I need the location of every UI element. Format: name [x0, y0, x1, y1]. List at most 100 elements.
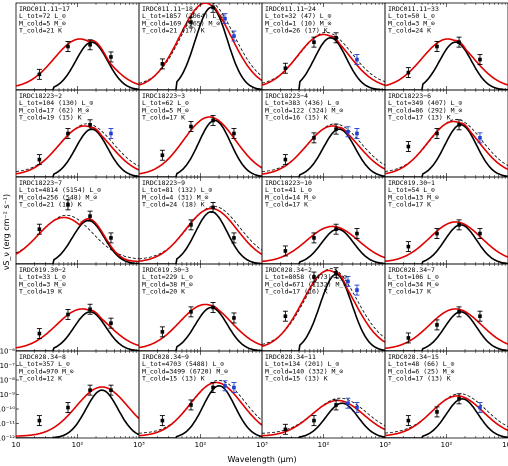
- cold-component-line: [16, 128, 139, 177]
- data-point: [311, 415, 317, 427]
- panel-param: L_tot=81 (132) L_⊙: [142, 186, 213, 194]
- data-point: [87, 39, 93, 51]
- data-point: [188, 219, 194, 231]
- data-point: [65, 41, 71, 52]
- panel-param: T_cold=17 K: [142, 114, 185, 122]
- total-fit-line: [262, 269, 385, 348]
- data-point: [477, 54, 483, 66]
- x-tick-label: 10²: [195, 441, 207, 449]
- sed-panel: IRDC019.30−2L_tot=33 L_⊙M_cold=3 M_⊙T_co…: [15, 263, 140, 352]
- panel-param: L_tot=41 L_⊙: [265, 186, 312, 194]
- data-point: [311, 232, 317, 244]
- panel-source-name: IRDC011.11−18: [142, 5, 193, 13]
- data-point: [333, 267, 339, 279]
- dashed-fit-line: [262, 397, 385, 434]
- panel-source-name: IRDC011.11−17: [19, 5, 70, 13]
- data-point: [333, 223, 339, 235]
- total-fit-line: [139, 381, 262, 437]
- panel-param: M_cold=970 M_⊙: [19, 367, 74, 375]
- y-tick-label: 10⁻⁶: [0, 348, 15, 356]
- panel-param: T_cold=15 (13) K: [265, 375, 328, 383]
- total-fit-line: [262, 125, 385, 175]
- data-point: [231, 232, 237, 244]
- panel-param: T_cold=12 K: [19, 375, 62, 383]
- panel-param: M_cold=140 (332) M_⊙: [265, 367, 343, 375]
- total-fit-line: [385, 38, 508, 87]
- panel-param: L_tot=50 L_⊙: [388, 12, 435, 20]
- data-point: [282, 423, 288, 435]
- cold-component-line: [139, 306, 262, 351]
- sed-panel: IRDC18223−3L_tot=62 L_⊙M_cold=5 M_⊙T_col…: [138, 89, 263, 178]
- data-point: [36, 223, 42, 235]
- blue-data-point: [345, 397, 351, 409]
- panel-param: T_cold=17 (13) K: [388, 114, 451, 122]
- data-point: [231, 312, 237, 324]
- panel-param: T_cold=20 K: [142, 288, 185, 296]
- dashed-fit-line: [385, 119, 508, 172]
- total-fit-line: [16, 216, 139, 263]
- panel-param: L_tot=106 L_⊙: [388, 273, 439, 281]
- panel-param: T_cold=19 (15) K: [19, 114, 82, 122]
- sed-panel: IRDC18223−7L_tot=4814 (5154) L_⊙M_cold=2…: [15, 176, 140, 265]
- dashed-fit-line: [16, 214, 139, 260]
- panel-source-name: IRDC028.34−7: [388, 266, 435, 274]
- total-fit-line: [16, 125, 139, 175]
- panel-param: M_cold=34 M_⊙: [388, 280, 439, 288]
- panel-param: T_cold=15 (13) K: [142, 375, 205, 383]
- sed-panel: IRDC019.30−3L_tot=229 L_⊙M_cold=38 M_⊙T_…: [138, 263, 263, 352]
- data-point: [282, 310, 288, 322]
- data-point: [65, 199, 71, 211]
- sed-panel: IRDC028.34−2L_tot=8058 (8473) L_⊙M_cold=…: [261, 263, 386, 352]
- data-point: [159, 326, 165, 338]
- data-point: [434, 406, 440, 418]
- panel-param: T_cold=21 (18) K: [19, 201, 82, 209]
- data-point: [434, 319, 440, 331]
- cold-component-line: [262, 402, 385, 438]
- sed-panel: IRDC011.11−24L_tot=32 (47) L_⊙M_cold=1 (…: [261, 2, 386, 91]
- data-point: [405, 67, 411, 79]
- panel-grid: IRDC011.11−17L_tot=72 L_⊙M_cold=5 M_⊙T_c…: [15, 2, 508, 439]
- panel-param: T_cold=17 K: [388, 201, 431, 209]
- panel-param: M_cold=38 M_⊙: [142, 280, 193, 288]
- panel-param: T_cold=24 (18) K: [142, 201, 205, 209]
- panel-source-name: IRDC011.11−33: [388, 5, 439, 13]
- cold-component-line: [16, 311, 139, 351]
- panel-source-name: IRDC028.34−8: [19, 353, 66, 361]
- cold-component-line: [139, 211, 262, 264]
- panel-param: T_cold=16 (15) K: [265, 114, 328, 122]
- panel-source-name: IRDC18223−7: [19, 179, 62, 187]
- panel-source-name: IRDC019.30−1: [388, 179, 435, 187]
- x-tick-label: 10²: [441, 441, 453, 449]
- panel-source-name: IRDC028.34−2: [265, 266, 312, 274]
- data-point: [210, 3, 216, 13]
- data-point: [405, 141, 411, 153]
- sed-panel: IRDC028.34−11L_tot=134 (201) L_⊙M_cold=1…: [261, 350, 386, 439]
- cold-component-line: [262, 36, 385, 90]
- panel-param: M_cold=14 M_⊙: [265, 193, 316, 201]
- panel-param: T_cold=17 (16) K: [265, 288, 328, 296]
- data-point: [108, 51, 114, 63]
- panel-param: M_cold=17 (62) M_⊙: [19, 106, 90, 114]
- cold-component-line: [16, 41, 139, 90]
- total-fit-line: [385, 221, 508, 263]
- total-fit-line: [139, 116, 262, 175]
- y-tick-label: 10⁻⁹: [0, 391, 15, 399]
- panel-source-name: IRDC18223−2: [19, 92, 62, 100]
- data-point: [188, 306, 194, 318]
- cold-component-line: [385, 123, 508, 177]
- panel-param: M_cold=5 M_⊙: [19, 19, 66, 27]
- data-point: [159, 415, 165, 427]
- panel-param: L_tot=104 (130) L_⊙: [19, 99, 93, 107]
- y-tick-label: 10⁻¹²: [0, 435, 15, 443]
- data-point: [159, 149, 165, 161]
- panel-param: M_cold=4 (31) M_⊙: [142, 193, 209, 201]
- panel-source-name: IRDC18223−6: [388, 92, 431, 100]
- data-point: [405, 241, 411, 253]
- data-point: [210, 302, 216, 313]
- cold-component-line: [262, 228, 385, 264]
- axis-ticks: 10 10² 10³ 10² 10³ 10² 10³ 10² 10³ 10⁻⁶ 10⁻⁷ 10⁻⁸ 10…: [0, 348, 508, 450]
- data-point: [65, 309, 71, 320]
- data-point: [456, 306, 462, 318]
- panel-param: L_tot=4814 (5154) L_⊙: [19, 186, 101, 194]
